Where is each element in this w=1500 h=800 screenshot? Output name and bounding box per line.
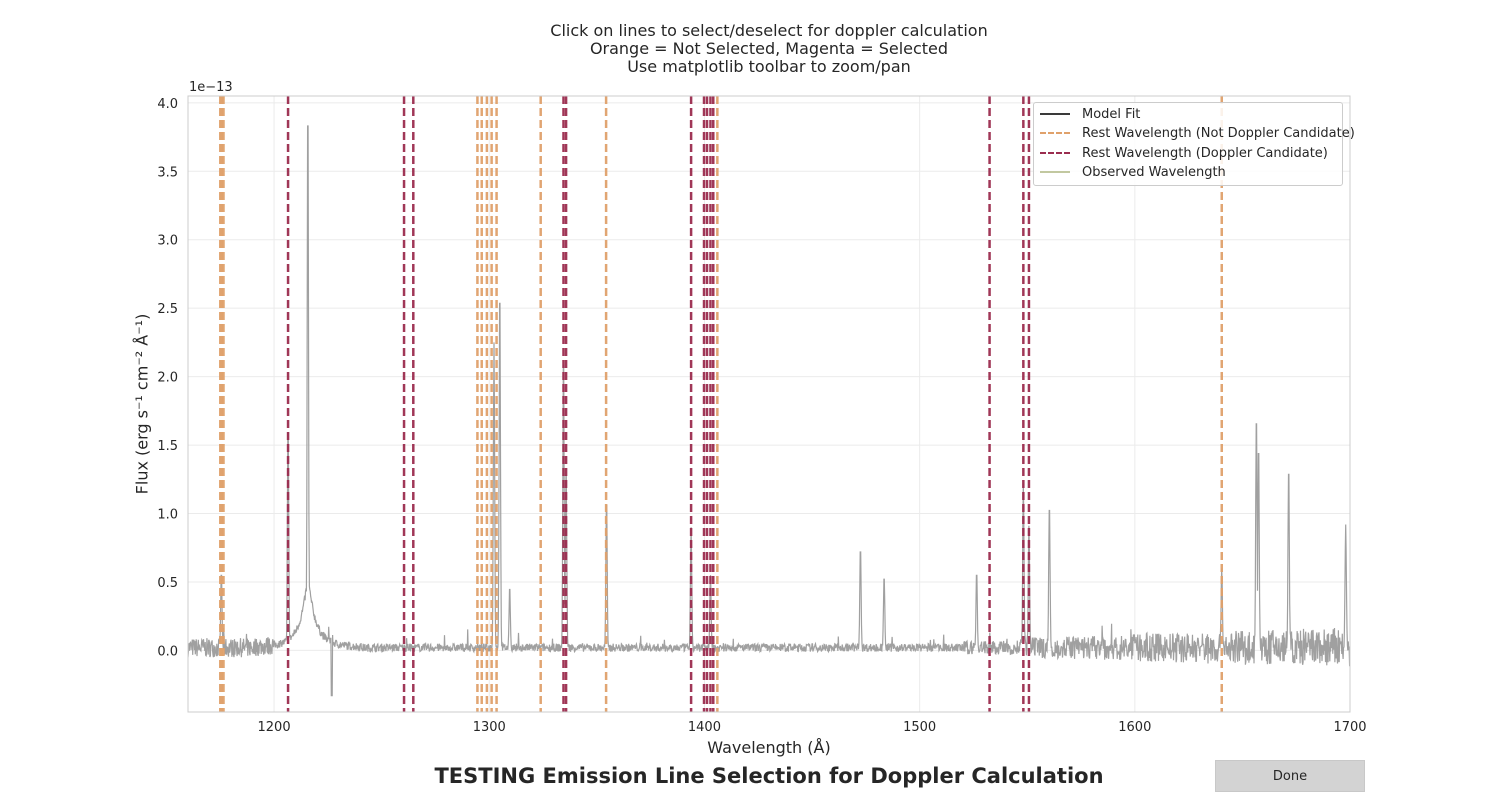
y-tick-label: 2.5 [157, 302, 178, 317]
plot-title-line-2: Orange = Not Selected, Magenta = Selecte… [589, 39, 949, 58]
x-tick-label: 1700 [1333, 720, 1366, 735]
x-axis-label: Wavelength (Å) [707, 738, 831, 757]
x-tick-label: 1500 [903, 720, 936, 735]
y-tick-label: 4.0 [157, 97, 178, 112]
y-tick-label: 0.0 [157, 644, 178, 659]
rest-wavelength-lines[interactable] [219, 96, 1223, 712]
grid-lines [188, 96, 1351, 712]
legend-swatch [1040, 152, 1070, 154]
y-tick-label: 1.0 [157, 508, 178, 523]
legend-label: Model Fit [1082, 106, 1141, 122]
plot-title-line-3: Use matplotlib toolbar to zoom/pan [627, 57, 911, 76]
y-tick-labels: 0.0 0.5 1.0 1.5 2.0 2.5 3.0 3.5 4.0 [157, 97, 178, 660]
legend-item-not-doppler: Rest Wavelength (Not Doppler Candidate) [1040, 124, 1355, 142]
legend-label: Rest Wavelength (Not Doppler Candidate) [1082, 125, 1355, 141]
x-tick-label: 1400 [688, 720, 721, 735]
y-tick-label: 3.0 [157, 234, 178, 249]
plot-title-line-1: Click on lines to select/deselect for do… [550, 21, 988, 40]
spectrum-line [188, 125, 1350, 697]
legend-swatch [1040, 113, 1070, 115]
y-tick-label: 0.5 [157, 576, 178, 591]
x-tick-label: 1200 [258, 720, 291, 735]
x-tick-labels: 1200 1300 1400 1500 1600 1700 [258, 720, 1367, 735]
x-tick-label: 1600 [1118, 720, 1151, 735]
y-tick-label: 2.0 [157, 371, 178, 386]
legend-swatch [1040, 132, 1070, 134]
plot-frame [187, 95, 1351, 713]
legend-item-model-fit: Model Fit [1040, 105, 1140, 123]
figure-title: TESTING Emission Line Selection for Dopp… [434, 764, 1104, 788]
y-tick-label: 1.5 [157, 439, 178, 454]
legend-label: Observed Wavelength [1082, 164, 1226, 180]
y-scale-multiplier: 1e−13 [189, 80, 233, 95]
legend-label: Rest Wavelength (Doppler Candidate) [1082, 145, 1328, 161]
x-tick-label: 1300 [473, 720, 506, 735]
done-button[interactable]: Done [1215, 760, 1365, 792]
legend-item-doppler: Rest Wavelength (Doppler Candidate) [1040, 144, 1328, 162]
legend-item-observed: Observed Wavelength [1040, 163, 1226, 181]
y-tick-label: 3.5 [157, 165, 178, 180]
spectrum-series [188, 125, 1350, 697]
legend-swatch [1040, 171, 1070, 173]
legend: Model Fit Rest Wavelength (Not Doppler C… [1033, 102, 1355, 186]
y-axis-label: Flux (erg s⁻¹ cm⁻² Å⁻¹) [132, 313, 152, 495]
